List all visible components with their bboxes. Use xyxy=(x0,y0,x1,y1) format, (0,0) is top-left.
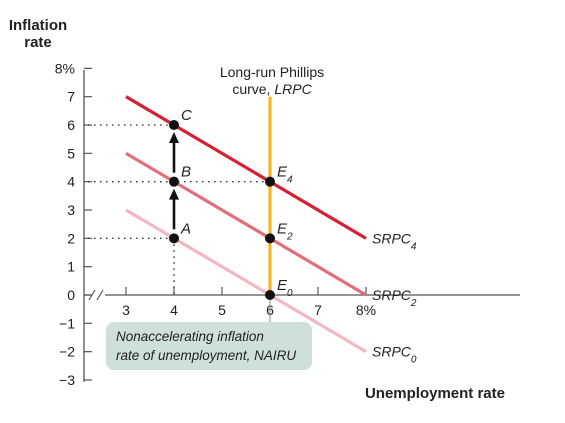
point-C xyxy=(169,120,179,131)
arrows xyxy=(169,132,179,230)
point-A xyxy=(169,233,179,244)
point-label-E2: E2 xyxy=(277,220,293,242)
x-tick-label: 3 xyxy=(122,302,130,318)
y-tick-label: 1 xyxy=(67,259,75,275)
arrow-head xyxy=(169,132,179,144)
y-tick-label: 6 xyxy=(67,117,75,133)
x-axis-title: Unemployment rate xyxy=(365,385,505,402)
y-tick-label: 8% xyxy=(55,60,75,76)
lrpc-title-line2: curve, LRPC xyxy=(232,81,312,97)
y-tick-label: −3 xyxy=(59,372,75,388)
x-tick-label: 7 xyxy=(314,302,322,318)
nairu-note-line2: rate of unemployment, NAIRU xyxy=(116,348,296,363)
x-tick-label: 5 xyxy=(218,302,226,318)
y-tick-label: −1 xyxy=(59,315,75,331)
srpc-label-4: SRPC4 xyxy=(372,230,417,252)
x-tick-label: 8% xyxy=(356,302,376,318)
point-label-E0: E0 xyxy=(277,277,293,299)
points xyxy=(169,120,275,300)
y-tick-label: −2 xyxy=(59,344,75,360)
labels: SRPC0 SRPC2 SRPC4 A B C E0 E2 E4 xyxy=(180,107,417,365)
x-tick-label: 4 xyxy=(170,302,178,318)
lrpc-title-line1: Long-run Phillips xyxy=(220,64,324,80)
lrpc-title-prefix: curve, xyxy=(232,81,274,97)
point-E0 xyxy=(265,290,275,300)
y-tick-label: 2 xyxy=(67,230,75,246)
srpc-label-2: SRPC2 xyxy=(372,287,417,309)
srpc-line-4 xyxy=(125,95,367,240)
y-tick-label: 3 xyxy=(67,202,75,218)
point-E2 xyxy=(265,233,275,244)
y-tick-label: 4 xyxy=(67,174,75,190)
y-tick-label: 7 xyxy=(67,89,75,105)
axis-break-mark xyxy=(96,289,104,301)
nairu-note-line1: Nonaccelerating inflation xyxy=(116,329,264,344)
curves xyxy=(125,95,367,354)
point-B xyxy=(169,176,179,187)
y-axis-title-line2: rate xyxy=(24,34,52,51)
arrow-head xyxy=(169,188,179,200)
lrpc-title-abbrev: LRPC xyxy=(274,81,312,97)
point-label-E4: E4 xyxy=(277,164,293,186)
point-label-A: A xyxy=(180,220,191,237)
point-label-B: B xyxy=(181,164,191,181)
srpc-label-0: SRPC0 xyxy=(372,344,417,366)
y-tick-label: 5 xyxy=(67,145,75,161)
point-label-C: C xyxy=(181,107,192,124)
srpc-line-0 xyxy=(125,208,367,354)
y-tick-label: 0 xyxy=(67,287,75,303)
nairu-note-box xyxy=(106,322,312,370)
y-axis-title-line1: Inflation xyxy=(9,17,67,34)
srpc-line-2 xyxy=(125,151,367,297)
point-E4 xyxy=(265,176,275,187)
